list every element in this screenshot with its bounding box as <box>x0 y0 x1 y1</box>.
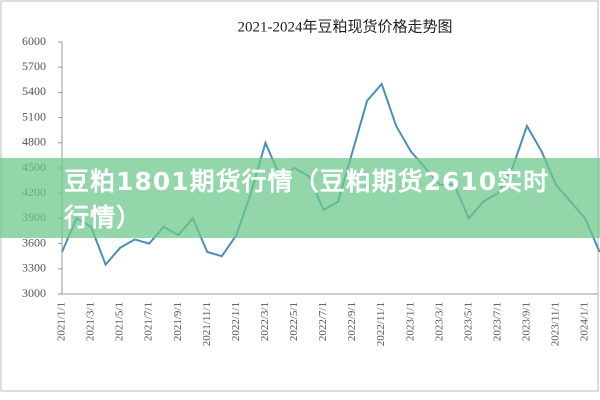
x-tick-label: 2022/7/1 <box>317 302 329 341</box>
x-tick-label: 2021/5/1 <box>114 302 126 341</box>
x-tick-label: 2023/5/1 <box>462 302 474 341</box>
x-tick-label: 2024/1/1 <box>579 302 591 341</box>
x-tick-label: 2021/1/1 <box>56 302 68 341</box>
y-tick-label: 5100 <box>22 109 46 123</box>
x-tick-label: 2023/9/1 <box>520 302 532 341</box>
x-tick-label: 2023/3/1 <box>433 302 445 341</box>
x-tick-label: 2022/11/1 <box>375 302 387 346</box>
x-tick-label: 2021/11/1 <box>201 302 213 346</box>
x-tick-label: 2023/7/1 <box>491 302 503 341</box>
y-tick-label: 5700 <box>22 59 46 73</box>
y-tick-label: 3600 <box>22 235 46 249</box>
y-tick-label: 3300 <box>22 261 46 275</box>
y-tick-label: 4800 <box>22 135 46 149</box>
x-tick-label: 2021/3/1 <box>85 302 97 341</box>
y-tick-label: 5400 <box>22 84 46 98</box>
x-tick-label: 2022/1/1 <box>230 302 242 341</box>
banner: 豆粕1801期货行情（豆粕期货2610实时行情） <box>0 158 600 238</box>
chart-title: 2021-2024年豆粕现货价格走势图 <box>238 18 453 35</box>
x-tick-label: 2022/3/1 <box>259 302 271 341</box>
x-tick-label: 2023/11/1 <box>550 302 562 346</box>
x-tick-label: 2022/9/1 <box>346 302 358 341</box>
x-tick-label: 2021/7/1 <box>143 302 155 341</box>
x-tick-label: 2023/1/1 <box>404 302 416 341</box>
x-tick-label: 2022/5/1 <box>288 302 300 341</box>
x-tick-label: 2021/9/1 <box>172 302 184 341</box>
y-tick-label: 6000 <box>22 34 46 48</box>
y-tick-label: 3000 <box>22 286 46 300</box>
